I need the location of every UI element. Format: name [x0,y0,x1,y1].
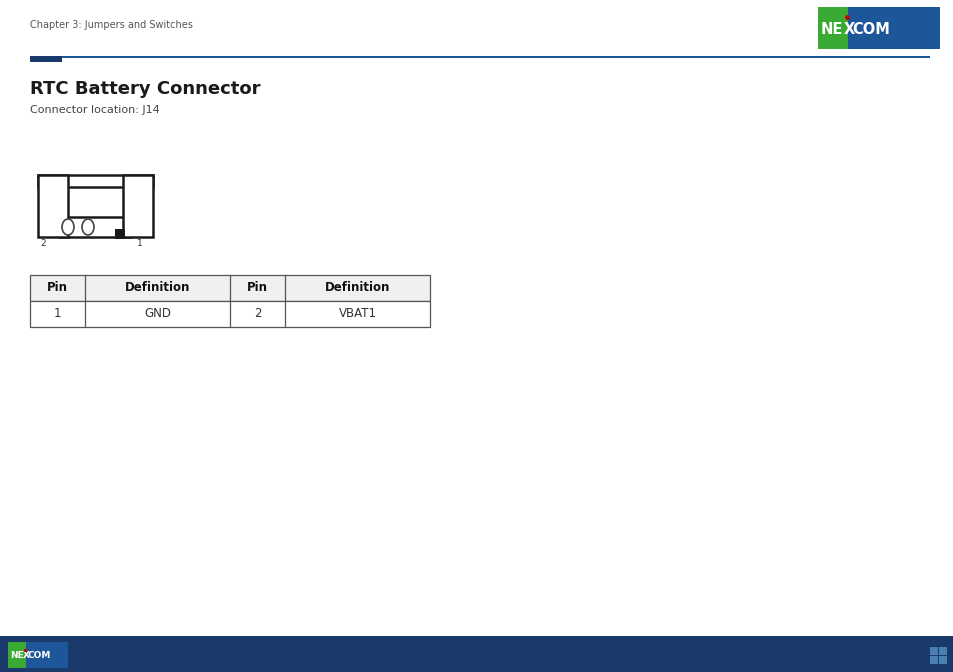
Ellipse shape [62,219,74,235]
Bar [30,275,430,301]
Text: Definition: Definition [324,282,390,294]
Text: Connector location: J14: Connector location: J14 [30,105,159,115]
Text: Pin: Pin [247,282,268,294]
Text: RTC Battery Connector: RTC Battery Connector [30,80,260,98]
Bar [817,7,939,49]
Bar [115,229,125,239]
Text: VBAT1: VBAT1 [338,308,376,321]
Text: 1: 1 [53,308,61,321]
Bar [8,642,68,668]
Bar [929,656,937,664]
Text: 2: 2 [253,308,261,321]
Bar [938,656,946,664]
Bar [929,647,937,655]
Bar [38,175,68,237]
Text: Copyright © 2012 NEXCOM International Co., Ltd. All Rights Reserved.: Copyright © 2012 NEXCOM International Co… [30,668,325,672]
Text: Definition: Definition [125,282,190,294]
Bar [30,56,62,62]
Ellipse shape [82,219,94,235]
Text: X: X [23,650,30,659]
Text: X: X [843,22,854,36]
Text: GND: GND [144,308,171,321]
Bar [30,56,929,58]
Bar [38,175,152,187]
Text: VTC 71-C Series User Manual: VTC 71-C Series User Manual [801,668,923,672]
Text: 1: 1 [137,239,143,248]
Text: COM: COM [28,650,51,659]
Bar [123,175,152,237]
Bar [60,217,131,237]
Text: NE: NE [10,650,24,659]
Text: Pin: Pin [47,282,68,294]
Text: 34: 34 [469,668,484,672]
Bar [0,636,953,672]
Bar [30,301,430,327]
Text: COM: COM [851,22,889,36]
Text: 2: 2 [40,239,46,248]
Text: NE: NE [821,22,842,36]
Bar [8,642,26,668]
Text: Chapter 3: Jumpers and Switches: Chapter 3: Jumpers and Switches [30,20,193,30]
Bar [938,647,946,655]
Bar [817,7,847,49]
